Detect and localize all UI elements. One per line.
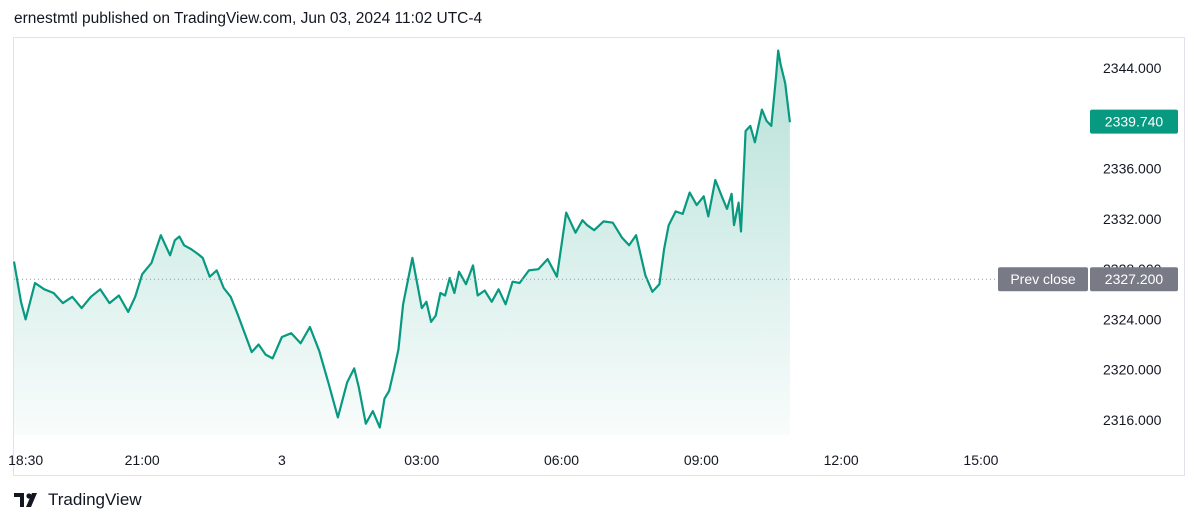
x-tick-label: 3 (278, 452, 286, 468)
last-price-label: 2339.740 (1105, 114, 1164, 130)
prev-close-value: 2327.200 (1105, 271, 1164, 287)
y-tick-label: 2316.000 (1103, 412, 1162, 428)
x-tick-label: 12:00 (824, 452, 859, 468)
y-tick-label: 2332.000 (1103, 211, 1162, 227)
x-tick-label: 18:30 (8, 452, 43, 468)
x-tick-label: 15:00 (963, 452, 998, 468)
y-tick-label: 2320.000 (1103, 362, 1162, 378)
price-area-fill (14, 50, 790, 435)
prev-close-value-badge (1090, 267, 1178, 292)
badge-layer: 2339.740 Prev close 2327.200 (998, 109, 1178, 292)
footer-brand: TradingView (14, 490, 142, 510)
y-tick-label: 2336.000 (1103, 161, 1162, 177)
plot-layer (12, 49, 1085, 435)
price-line (12, 49, 791, 429)
prev-close-badge (998, 267, 1088, 292)
x-tick-label: 09:00 (684, 452, 719, 468)
tradingview-logo-icon (14, 493, 37, 507)
x-tick-label: 06:00 (544, 452, 579, 468)
x-tick-label: 03:00 (404, 452, 439, 468)
y-tick-label: 2344.000 (1103, 60, 1162, 76)
last-price-badge (1090, 109, 1178, 134)
x-tick-label: 21:00 (125, 452, 160, 468)
prev-close-label: Prev close (1010, 271, 1076, 287)
publisher-caption: ernestmtl published on TradingView.com, … (14, 10, 483, 27)
chart-frame (13, 37, 1185, 476)
axis-layer: 2316.0002320.0002324.0002328.0002332.000… (8, 60, 1161, 468)
y-tick-label: 2324.000 (1103, 311, 1162, 327)
brand-label: TradingView (48, 490, 142, 509)
